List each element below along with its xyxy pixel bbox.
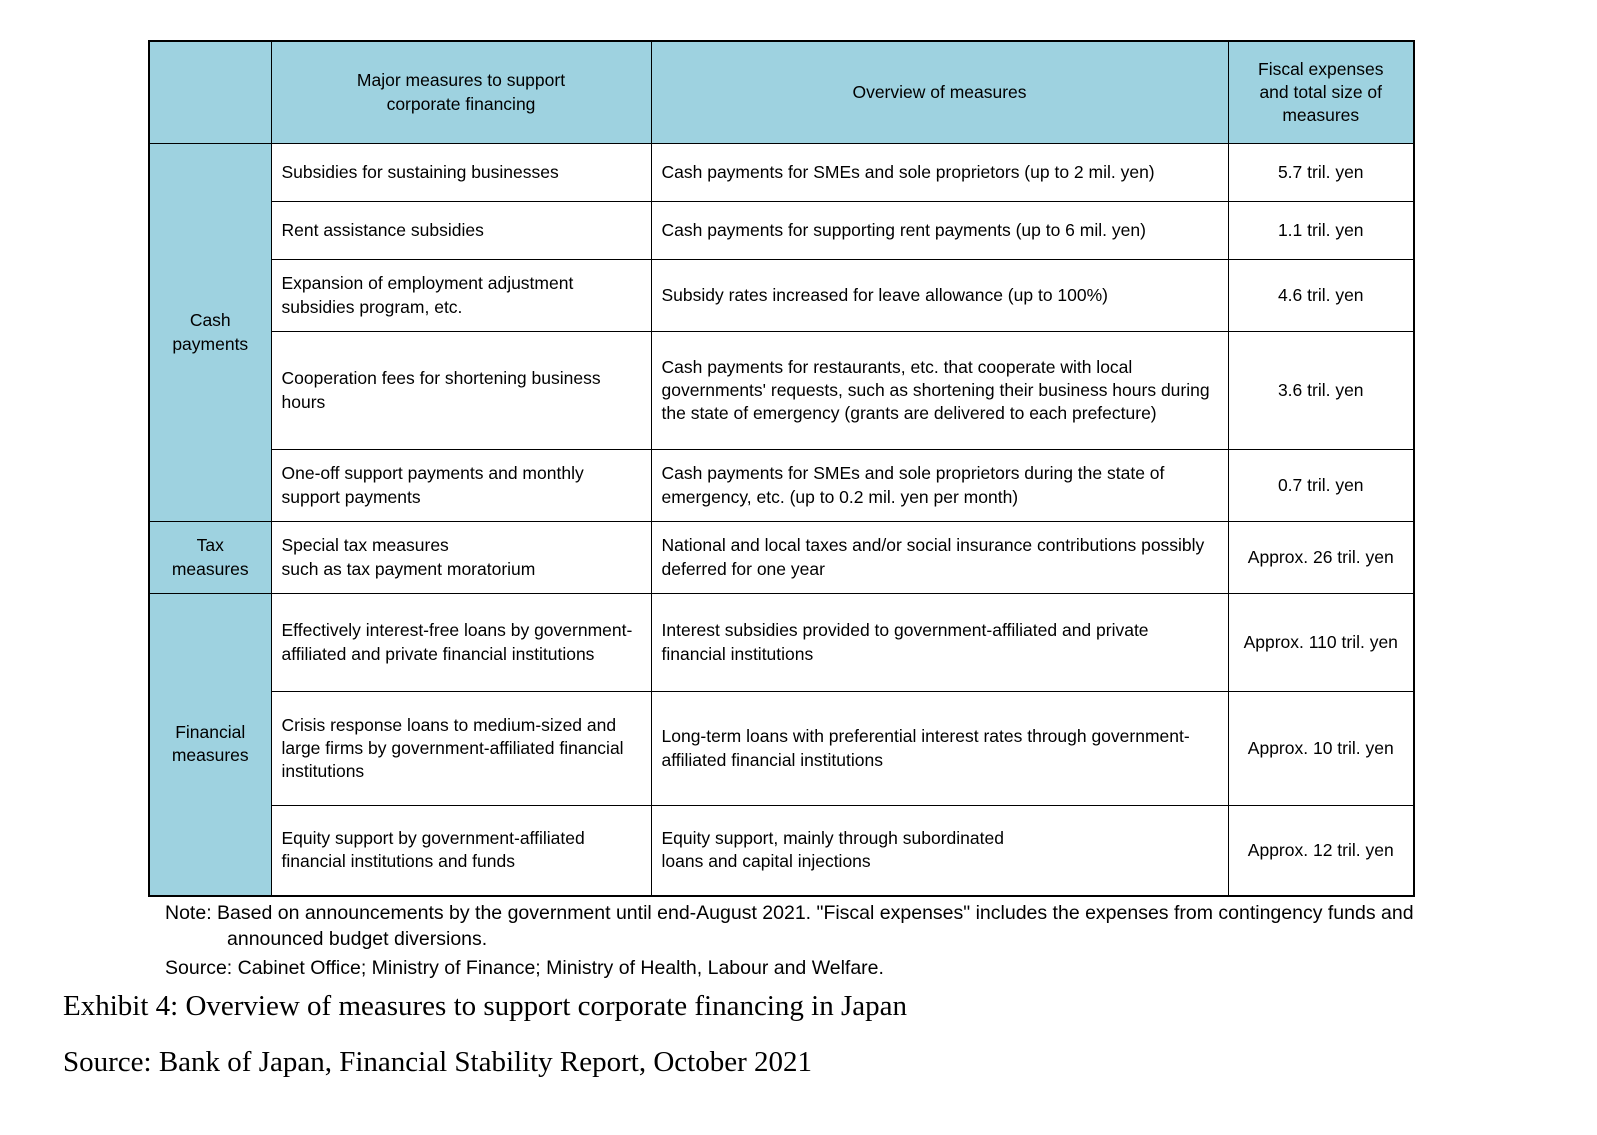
expense-cell: 5.7 tril. yen — [1227, 143, 1415, 202]
expense-cell: Approx. 12 tril. yen — [1227, 805, 1415, 896]
overview-cell: Long-term loans with preferential intere… — [650, 691, 1229, 806]
overview-cell: Cash payments for SMEs and sole propriet… — [650, 449, 1229, 522]
source-caption: Source: Bank of Japan, Financial Stabili… — [63, 1046, 813, 1078]
expense-cell: 1.1 tril. yen — [1227, 201, 1415, 260]
table-row: Rent assistance subsidies Cash payments … — [149, 201, 1415, 260]
measure-cell: Subsidies for sustaining businesses — [270, 143, 652, 202]
table-row: Cooperation fees for shortening business… — [149, 331, 1415, 450]
measure-cell: One-off support payments and monthly sup… — [270, 449, 652, 522]
measure-cell: Expansion of employment adjustment subsi… — [270, 259, 652, 332]
table-row: Financial measures Effectively interest-… — [148, 593, 1415, 896]
table-row: Cash payments Subsidies for sustaining b… — [148, 143, 1415, 522]
overview-cell: Subsidy rates increased for leave allowa… — [650, 259, 1229, 332]
table-row: Crisis response loans to medium-sized an… — [149, 691, 1415, 806]
source-note-text: Source: Cabinet Office; Ministry of Fina… — [165, 956, 884, 979]
table-row: Expansion of employment adjustment subsi… — [149, 259, 1415, 332]
measure-cell: Special tax measures such as tax payment… — [270, 521, 652, 594]
table-row: Tax measures Special tax measures such a… — [148, 521, 1415, 594]
header-major-measures: Major measures to support corporate fina… — [270, 40, 652, 144]
measure-cell: Crisis response loans to medium-sized an… — [270, 691, 652, 806]
measure-cell: Equity support by government-affiliated … — [270, 805, 652, 896]
header-fiscal-expenses: Fiscal expenses and total size of measur… — [1227, 40, 1415, 144]
expense-cell: 3.6 tril. yen — [1227, 331, 1415, 450]
overview-cell: National and local taxes and/or social i… — [650, 521, 1229, 594]
overview-cell: Equity support, mainly through subordina… — [650, 805, 1229, 896]
row-group-tax-measures: Tax measures — [148, 521, 272, 594]
note-text: Note: Based on announcements by the gove… — [165, 902, 1414, 951]
row-group-financial-measures: Financial measures — [148, 593, 272, 896]
expense-cell: 0.7 tril. yen — [1227, 449, 1415, 522]
overview-cell: Cash payments for restaurants, etc. that… — [650, 331, 1229, 450]
header-corner-cell — [148, 40, 272, 144]
table-row: One-off support payments and monthly sup… — [149, 449, 1415, 522]
expense-cell: 4.6 tril. yen — [1227, 259, 1415, 332]
exhibit-table-wrapper: Major measures to support corporate fina… — [148, 40, 1415, 897]
table-row: Equity support by government-affiliated … — [149, 805, 1415, 896]
overview-cell: Cash payments for SMEs and sole propriet… — [650, 143, 1229, 202]
measure-cell: Effectively interest-free loans by gover… — [270, 593, 652, 692]
overview-cell: Cash payments for supporting rent paymen… — [650, 201, 1229, 260]
measure-cell: Cooperation fees for shortening business… — [270, 331, 652, 450]
measure-cell: Rent assistance subsidies — [270, 201, 652, 260]
exhibit-caption: Exhibit 4: Overview of measures to suppo… — [63, 990, 907, 1022]
header-overview: Overview of measures — [650, 40, 1229, 144]
table-header-row: Major measures to support corporate fina… — [148, 40, 1415, 144]
expense-cell: Approx. 26 tril. yen — [1227, 521, 1415, 594]
table-notes: Note: Based on announcements by the gove… — [165, 900, 1415, 981]
expense-cell: Approx. 110 tril. yen — [1227, 593, 1415, 692]
exhibit-table: Major measures to support corporate fina… — [148, 40, 1415, 897]
overview-cell: Interest subsidies provided to governmen… — [650, 593, 1229, 692]
row-group-cash-payments: Cash payments — [148, 143, 272, 522]
expense-cell: Approx. 10 tril. yen — [1227, 691, 1415, 806]
